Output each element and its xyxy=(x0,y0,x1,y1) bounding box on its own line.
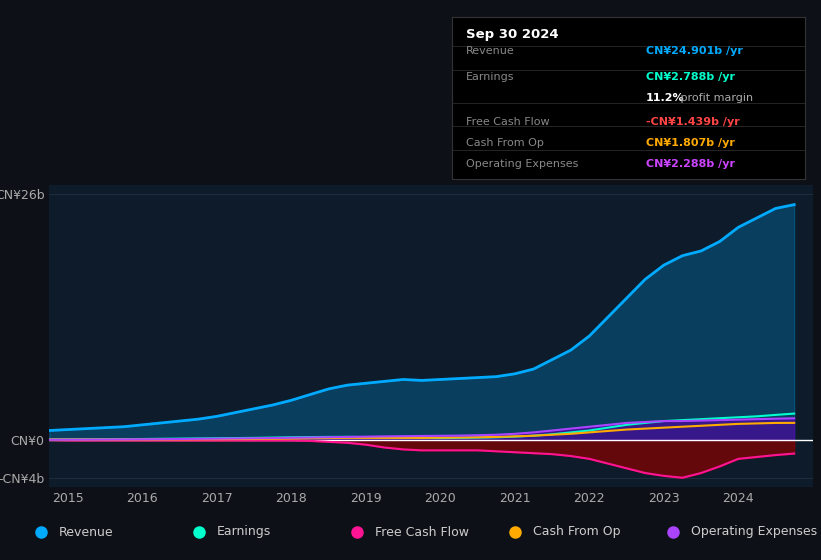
Text: Revenue: Revenue xyxy=(466,46,515,56)
Text: Sep 30 2024: Sep 30 2024 xyxy=(466,28,558,41)
Text: Free Cash Flow: Free Cash Flow xyxy=(466,117,549,127)
Text: Operating Expenses: Operating Expenses xyxy=(466,160,578,170)
Text: Earnings: Earnings xyxy=(466,72,514,82)
Text: Revenue: Revenue xyxy=(59,525,114,539)
Text: 11.2%: 11.2% xyxy=(646,93,685,103)
Text: CN¥2.288b /yr: CN¥2.288b /yr xyxy=(646,160,735,170)
Text: Cash From Op: Cash From Op xyxy=(466,138,544,148)
Text: Free Cash Flow: Free Cash Flow xyxy=(375,525,469,539)
Text: profit margin: profit margin xyxy=(677,93,754,103)
Text: CN¥2.788b /yr: CN¥2.788b /yr xyxy=(646,72,735,82)
Text: CN¥24.901b /yr: CN¥24.901b /yr xyxy=(646,46,742,56)
Text: -CN¥1.439b /yr: -CN¥1.439b /yr xyxy=(646,117,740,127)
Text: Operating Expenses: Operating Expenses xyxy=(691,525,818,539)
Text: Earnings: Earnings xyxy=(217,525,272,539)
Text: CN¥1.807b /yr: CN¥1.807b /yr xyxy=(646,138,735,148)
Text: Cash From Op: Cash From Op xyxy=(534,525,621,539)
